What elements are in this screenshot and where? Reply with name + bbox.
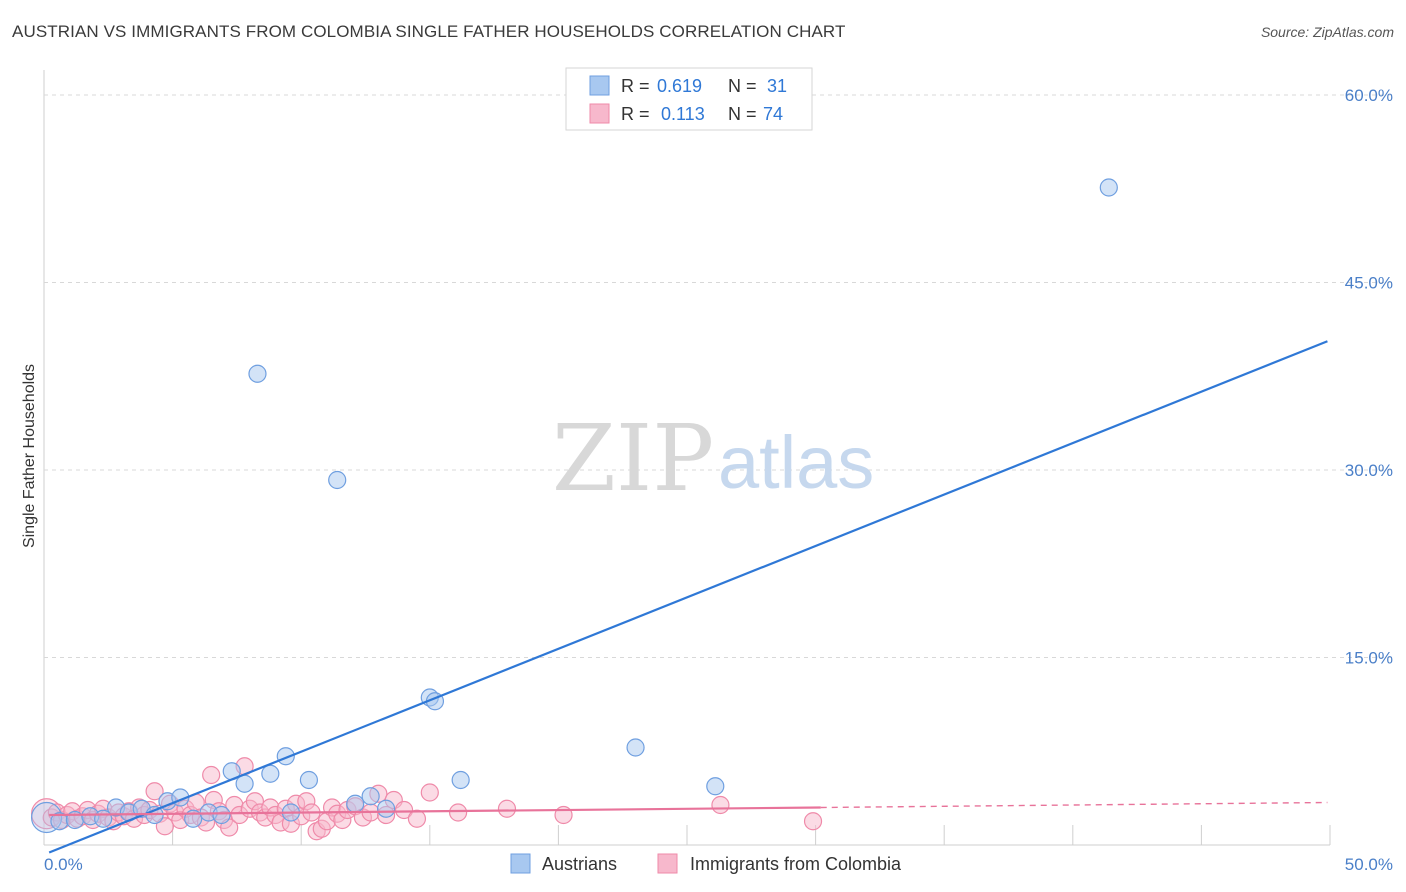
y-tick-labels: 15.0% 30.0% 45.0% 60.0%	[1345, 86, 1393, 668]
source-credit: Source: ZipAtlas.com	[1260, 24, 1394, 40]
y-tick-label: 45.0%	[1345, 274, 1393, 293]
legend-swatch-austrians	[589, 75, 610, 96]
austrians-point	[626, 738, 645, 757]
bottom-legend-swatch-austrians	[510, 853, 531, 874]
colombia-trend-line	[49, 806, 821, 817]
colombia-point	[448, 803, 468, 822]
series-immigrants-from-colombia	[30, 757, 823, 841]
colombia-point	[803, 812, 823, 831]
x-tick-label-min: 0.0%	[44, 855, 83, 874]
series-austrians	[30, 178, 1118, 834]
watermark-zip: ZIP	[552, 405, 714, 512]
austrians-point	[376, 799, 396, 818]
austrians-point	[212, 805, 231, 825]
legend-r-label-1: R =	[621, 76, 650, 96]
austrians-point	[299, 770, 319, 790]
watermark-atlas: atlas	[718, 421, 874, 504]
colombia-point	[202, 765, 221, 785]
colombia-trend-extension	[820, 801, 1328, 809]
colombia-point	[711, 795, 730, 815]
colombia-point	[407, 809, 427, 828]
colombia-point	[497, 799, 517, 818]
legend-box: R = 0.619 N = 31 R = 0.113 N = 74	[565, 67, 813, 131]
x-tick-label-max: 50.0%	[1345, 855, 1393, 874]
austrians-point	[451, 770, 470, 790]
legend-n-label-1: N =	[728, 76, 757, 96]
colombia-point	[394, 800, 414, 820]
bottom-legend: Austrians Immigrants from Colombia	[510, 853, 902, 874]
austrians-point	[261, 764, 280, 783]
austrians-point	[346, 794, 365, 813]
austrians-point	[1099, 178, 1118, 197]
bottom-legend-colombia: Immigrants from Colombia	[690, 854, 902, 874]
gridlines	[44, 94, 1393, 658]
austrians-trend-line	[48, 340, 1328, 854]
legend-n-label-2: N =	[728, 104, 757, 124]
y-tick-label: 60.0%	[1345, 86, 1393, 105]
legend-n-value-1: 31	[767, 76, 787, 96]
y-tick-label: 15.0%	[1345, 649, 1393, 668]
legend-r-value-1: 0.619	[657, 76, 702, 96]
colombia-point	[155, 817, 174, 836]
chart-title: AUSTRIAN VS IMMIGRANTS FROM COLOMBIA SIN…	[12, 22, 846, 41]
austrians-point	[706, 777, 725, 796]
trend-lines	[48, 340, 1328, 854]
austrians-point	[328, 470, 347, 490]
legend-r-value-2: 0.113	[661, 104, 705, 124]
austrians-point	[248, 364, 267, 383]
colombia-point	[145, 782, 164, 801]
bottom-legend-swatch-colombia	[657, 853, 678, 874]
colombia-point	[420, 783, 439, 802]
legend-r-label-2: R =	[621, 104, 650, 124]
y-tick-label: 30.0%	[1345, 461, 1393, 480]
bottom-legend-austrians: Austrians	[542, 854, 617, 874]
austrians-point	[361, 787, 380, 806]
legend-swatch-colombia	[589, 103, 610, 124]
legend-n-value-2: 74	[763, 104, 783, 124]
